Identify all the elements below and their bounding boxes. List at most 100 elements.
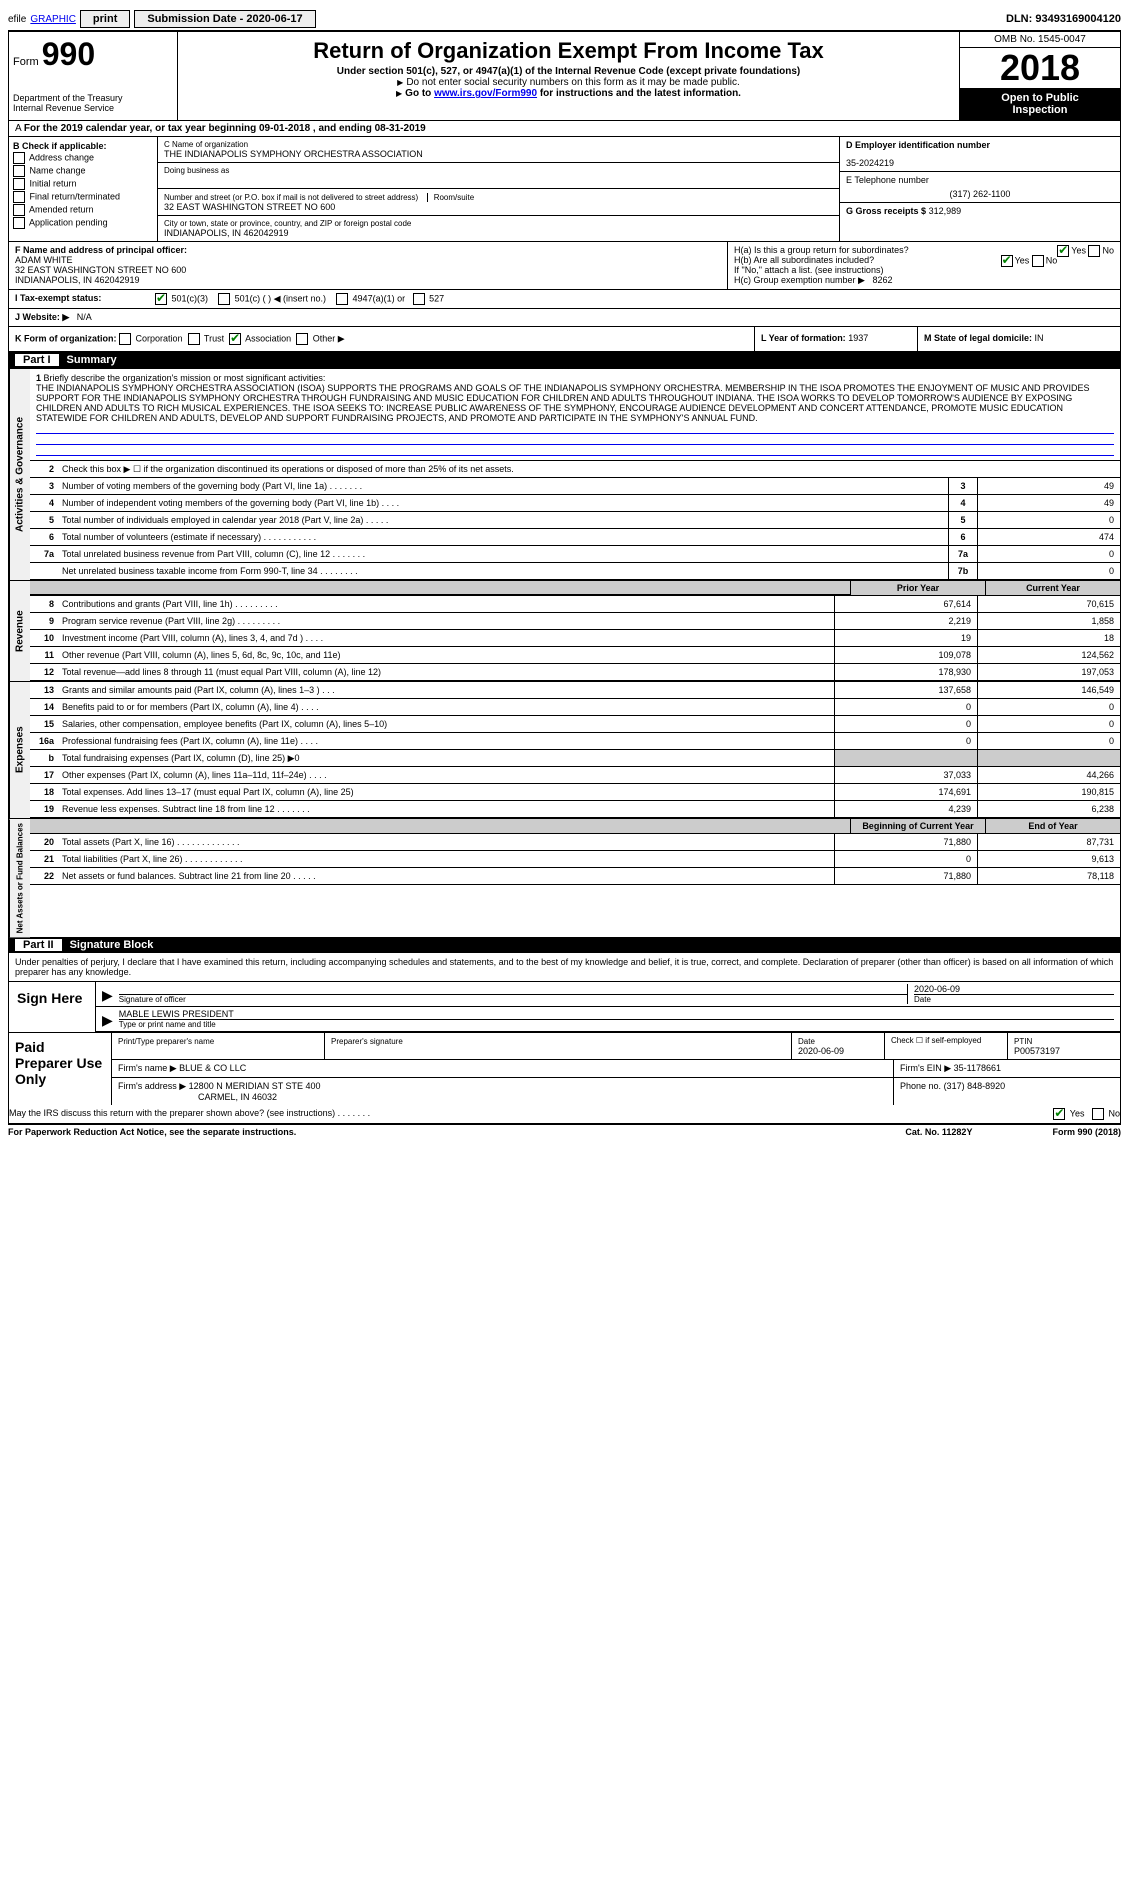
irs-link[interactable]: www.irs.gov/Form990 [434,88,537,99]
print-button[interactable]: print [80,10,130,28]
inspection-line2: Inspection [964,104,1116,116]
mission-block: 1 Briefly describe the organization's mi… [30,369,1120,461]
revenue-tab: Revenue [9,581,30,681]
check-application-pending[interactable]: Application pending [13,217,153,229]
note-ssn: Do not enter social security numbers on … [406,77,739,88]
summary-line: 16aProfessional fundraising fees (Part I… [30,733,1120,750]
box-b: B Check if applicable: Address change Na… [9,137,158,241]
assets-section: Net Assets or Fund Balances Beginning of… [9,818,1120,937]
check-527[interactable] [413,293,425,305]
form-header: Form 990 Department of the Treasury Inte… [9,32,1120,121]
graphic-link[interactable]: GRAPHIC [30,14,76,25]
current-year-header: Current Year [985,581,1120,595]
website-label: J Website: ▶ [15,312,69,322]
prior-year-header: Prior Year [850,581,985,595]
summary-line: 21Total liabilities (Part X, line 26) . … [30,851,1120,868]
check-trust[interactable] [188,333,200,345]
firm-city: CARMEL, IN 46032 [198,1092,277,1102]
header-center: Return of Organization Exempt From Incom… [178,32,959,120]
check-address-change[interactable]: Address change [13,152,153,164]
paid-preparer-label: Paid Preparer Use Only [9,1033,111,1105]
prep-date: 2020-06-09 [798,1046,844,1056]
summary-line: 20Total assets (Part X, line 16) . . . .… [30,834,1120,851]
summary-line: 17Other expenses (Part IX, column (A), l… [30,767,1120,784]
box-b-title: B Check if applicable: [13,141,107,151]
submission-date-button[interactable]: Submission Date - 2020-06-17 [134,10,315,28]
cat-number: Cat. No. 11282Y [905,1127,972,1137]
addr-label: Number and street (or P.O. box if mail i… [164,193,418,202]
check-501c3[interactable] [155,293,167,305]
fg-row: F Name and address of principal officer:… [9,242,1120,290]
discuss-row: May the IRS discuss this return with the… [9,1105,1120,1124]
expenses-section: Expenses 13Grants and similar amounts pa… [9,681,1120,818]
summary-line: 5Total number of individuals employed in… [30,512,1120,529]
check-final-return[interactable]: Final return/terminated [13,191,153,203]
efile-label: efile [8,14,26,25]
ha-label: H(a) Is this a group return for subordin… [734,245,909,255]
header-right: OMB No. 1545-0047 2018 Open to Public In… [959,32,1120,120]
officer-name: ADAM WHITE [15,255,721,265]
sig-officer-label: Signature of officer [119,994,907,1004]
signature-arrow-icon: ▶ [102,987,113,1004]
form-number: 990 [42,36,95,72]
tax-status-row: I Tax-exempt status: 501(c)(3) 501(c) ( … [9,290,1120,309]
room-label: Room/suite [427,193,474,202]
form-subtitle: Under section 501(c), 527, or 4947(a)(1)… [182,66,955,77]
check-other[interactable] [296,333,308,345]
summary-line: 13Grants and similar amounts paid (Part … [30,682,1120,699]
sign-here-label: Sign Here [9,982,96,1032]
top-bar: efile GRAPHIC print Submission Date - 20… [8,8,1121,31]
check-assoc[interactable] [229,333,241,345]
summary-line: 12Total revenue—add lines 8 through 11 (… [30,664,1120,681]
dept-label: Department of the Treasury [13,93,173,103]
form-container: Form 990 Department of the Treasury Inte… [8,31,1121,1125]
omb-number: OMB No. 1545-0047 [960,32,1120,48]
box-c: C Name of organization THE INDIANAPOLIS … [158,137,840,241]
summary-line: 4Number of independent voting members of… [30,495,1120,512]
inspection-line1: Open to Public [964,92,1116,104]
self-employed-check[interactable]: Check ☐ if self-employed [885,1033,1008,1059]
discuss-no-check[interactable] [1092,1108,1104,1120]
note-goto-post: for instructions and the latest informat… [537,88,741,99]
mission-text: THE INDIANAPOLIS SYMPHONY ORCHESTRA ASSO… [36,383,1090,423]
activities-section: Activities & Governance 1 Briefly descri… [9,368,1120,580]
hc-label: H(c) Group exemption number ▶ [734,275,865,285]
form-title: Return of Organization Exempt From Incom… [182,38,955,64]
check-name-change[interactable]: Name change [13,165,153,177]
check-501c[interactable] [218,293,230,305]
officer-printed-name: MABLE LEWIS PRESIDENT [119,1009,1114,1019]
box-h: H(a) Is this a group return for subordin… [728,242,1120,289]
summary-line: 9Program service revenue (Part VIII, lin… [30,613,1120,630]
date-label: Date [914,994,1114,1004]
mission-label: Briefly describe the organization's miss… [44,373,326,383]
summary-line: bTotal fundraising expenses (Part IX, co… [30,750,1120,767]
declaration-text: Under penalties of perjury, I declare th… [9,953,1120,981]
check-4947[interactable] [336,293,348,305]
status-label: I Tax-exempt status: [15,293,101,303]
org-name-label: C Name of organization [164,140,833,149]
part2-header: Part IISignature Block [9,937,1120,953]
form-footer: Form 990 (2018) [1052,1127,1121,1137]
gross-receipts-value: 312,989 [929,206,962,216]
discuss-yes-check[interactable] [1053,1108,1065,1120]
discuss-text: May the IRS discuss this return with the… [9,1108,1053,1120]
summary-line: 3Number of voting members of the governi… [30,478,1120,495]
end-year-header: End of Year [985,819,1120,833]
assets-tab: Net Assets or Fund Balances [9,819,30,937]
paperwork-notice: For Paperwork Reduction Act Notice, see … [8,1127,905,1137]
form-prefix: Form [13,56,39,68]
check-amended-return[interactable]: Amended return [13,204,153,216]
summary-line: 8Contributions and grants (Part VIII, li… [30,596,1120,613]
summary-line: 22Net assets or fund balances. Subtract … [30,868,1120,885]
check-initial-return[interactable]: Initial return [13,178,153,190]
year-formation: 1937 [848,333,868,343]
city-label: City or town, state or province, country… [164,219,833,228]
phone-label: E Telephone number [846,175,1114,185]
check-corp[interactable] [119,333,131,345]
sign-here-row: Sign Here ▶ Signature of officer 2020-06… [9,981,1120,1032]
irs-label: Internal Revenue Service [13,103,173,113]
summary-line: 19Revenue less expenses. Subtract line 1… [30,801,1120,818]
firm-phone: (317) 848-8920 [944,1081,1006,1091]
header-left: Form 990 Department of the Treasury Inte… [9,32,178,120]
revenue-section: Revenue Prior Year Current Year 8Contrib… [9,580,1120,681]
